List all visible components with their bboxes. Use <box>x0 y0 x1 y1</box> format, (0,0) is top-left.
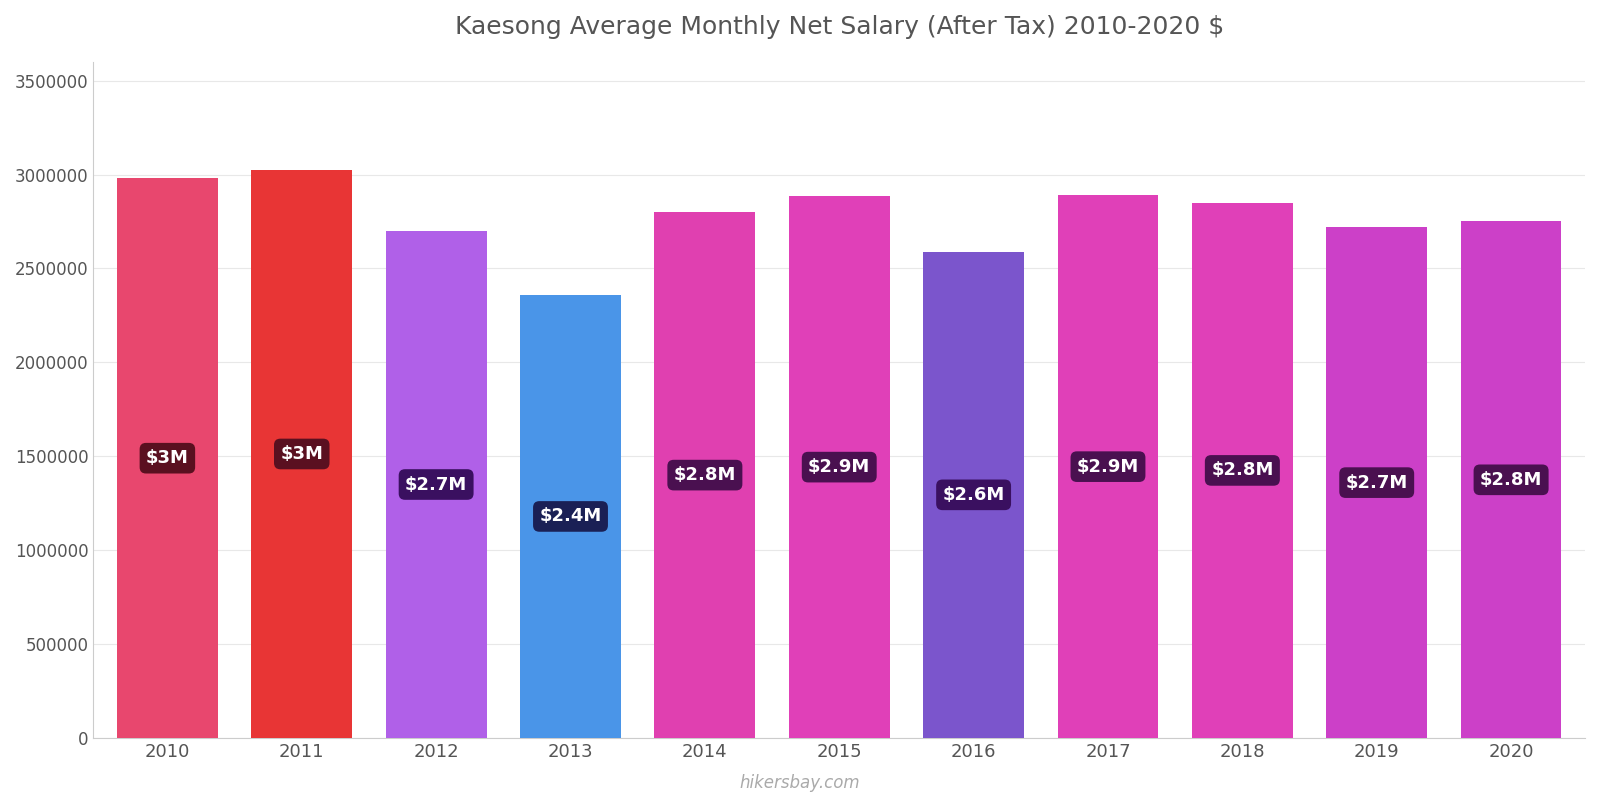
Title: Kaesong Average Monthly Net Salary (After Tax) 2010-2020 $: Kaesong Average Monthly Net Salary (Afte… <box>454 15 1224 39</box>
Bar <box>923 251 1024 738</box>
Bar <box>386 231 486 738</box>
Bar <box>1192 202 1293 738</box>
Text: $2.8M: $2.8M <box>1211 462 1274 479</box>
Text: $2.7M: $2.7M <box>405 475 467 494</box>
Bar <box>1461 222 1562 738</box>
Bar <box>1058 195 1158 738</box>
Text: $3M: $3M <box>280 445 323 463</box>
Text: $2.8M: $2.8M <box>1480 471 1542 489</box>
Text: $2.7M: $2.7M <box>1346 474 1408 492</box>
Text: $3M: $3M <box>146 450 189 467</box>
Text: $2.4M: $2.4M <box>539 507 602 526</box>
Bar <box>654 212 755 738</box>
Text: $2.9M: $2.9M <box>808 458 870 476</box>
Text: $2.9M: $2.9M <box>1077 458 1139 476</box>
Text: hikersbay.com: hikersbay.com <box>739 774 861 792</box>
Bar <box>1326 227 1427 738</box>
Text: $2.8M: $2.8M <box>674 466 736 484</box>
Bar <box>520 294 621 738</box>
Bar <box>117 178 218 738</box>
Bar <box>789 196 890 738</box>
Bar <box>251 170 352 738</box>
Text: $2.6M: $2.6M <box>942 486 1005 504</box>
